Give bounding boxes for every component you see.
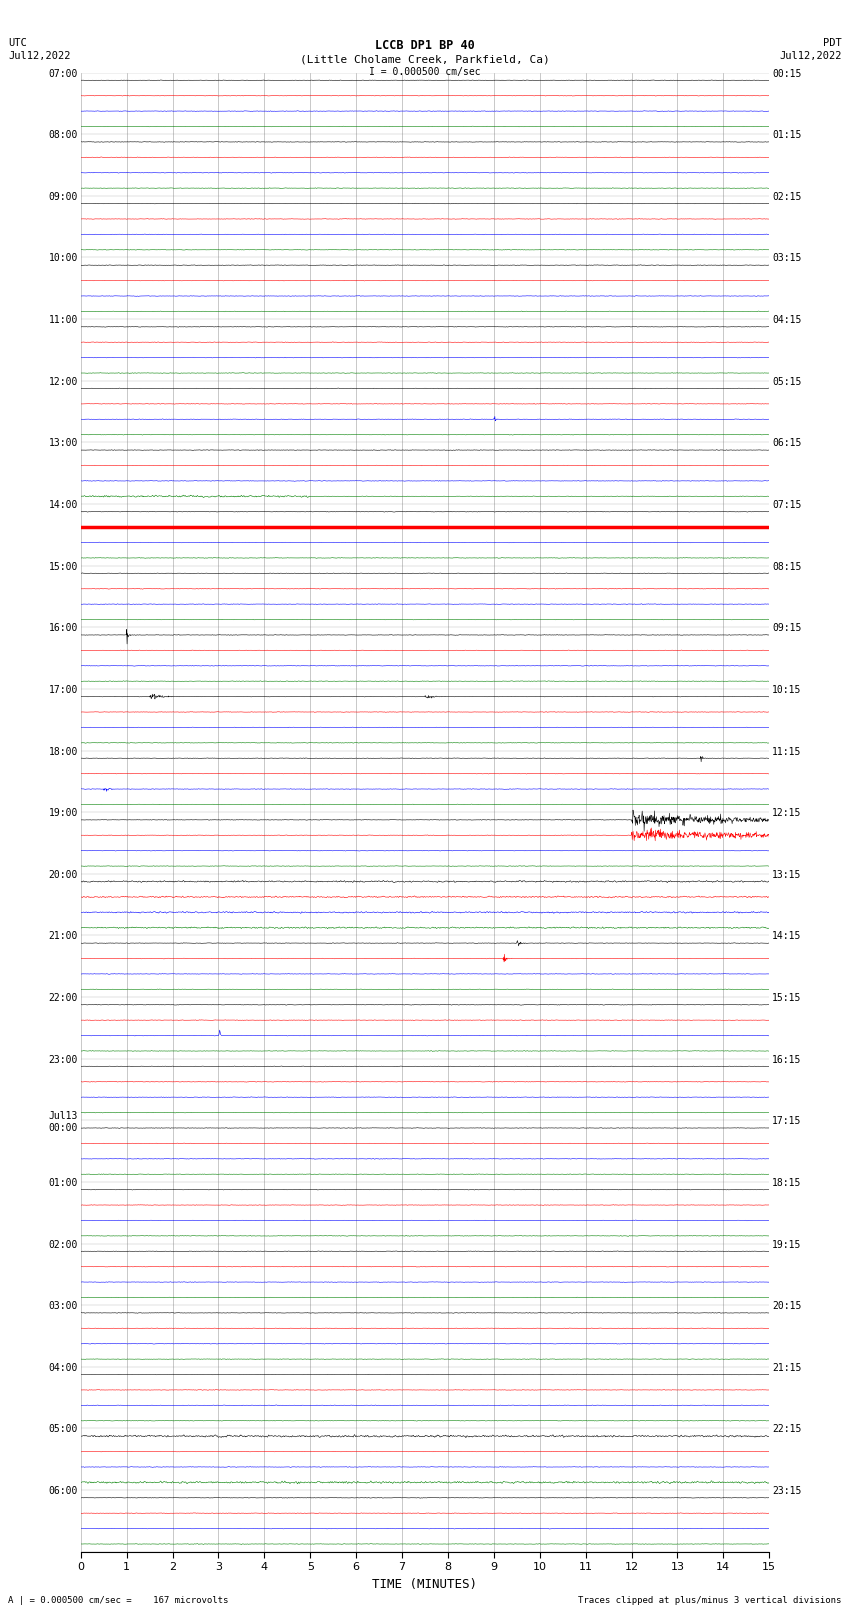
Text: Jul12,2022: Jul12,2022: [779, 52, 842, 61]
Text: A | = 0.000500 cm/sec =    167 microvolts: A | = 0.000500 cm/sec = 167 microvolts: [8, 1595, 229, 1605]
Text: (Little Cholame Creek, Parkfield, Ca): (Little Cholame Creek, Parkfield, Ca): [300, 55, 550, 65]
Text: UTC: UTC: [8, 39, 27, 48]
Text: LCCB DP1 BP 40: LCCB DP1 BP 40: [375, 39, 475, 52]
Text: PDT: PDT: [823, 39, 842, 48]
X-axis label: TIME (MINUTES): TIME (MINUTES): [372, 1578, 478, 1590]
Text: I = 0.000500 cm/sec: I = 0.000500 cm/sec: [369, 68, 481, 77]
Text: Jul12,2022: Jul12,2022: [8, 52, 71, 61]
Text: Traces clipped at plus/minus 3 vertical divisions: Traces clipped at plus/minus 3 vertical …: [578, 1595, 842, 1605]
